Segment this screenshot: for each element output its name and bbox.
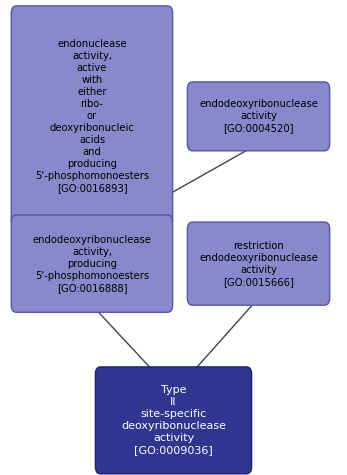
Text: restriction
endodeoxyribonuclease
activity
[GO:0015666]: restriction endodeoxyribonuclease activi… <box>199 241 318 286</box>
Text: endodeoxyribonuclease
activity
[GO:0004520]: endodeoxyribonuclease activity [GO:00045… <box>199 99 318 133</box>
Text: Type
II
site-specific
deoxyribonuclease
activity
[GO:0009036]: Type II site-specific deoxyribonuclease … <box>121 385 226 456</box>
FancyBboxPatch shape <box>11 215 172 313</box>
FancyBboxPatch shape <box>11 6 172 227</box>
FancyBboxPatch shape <box>187 82 330 151</box>
Text: endonuclease
activity,
active
with
either
ribo-
or
deoxyribonucleic
acids
and
pr: endonuclease activity, active with eithe… <box>35 39 149 193</box>
FancyBboxPatch shape <box>95 367 252 474</box>
Text: endodeoxyribonuclease
activity,
producing
5'-phosphomonoesters
[GO:0016888]: endodeoxyribonuclease activity, producin… <box>33 235 151 293</box>
FancyBboxPatch shape <box>187 222 330 305</box>
